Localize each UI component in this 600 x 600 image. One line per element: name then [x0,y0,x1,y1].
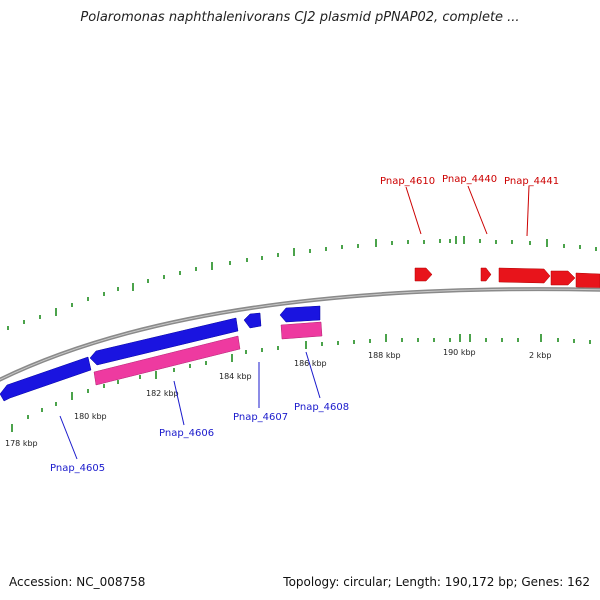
tick-label: 190 kbp [443,348,476,357]
tick-labels: 178 kbp 180 kbp 182 kbp 184 kbp 186 kbp … [5,348,551,448]
gene-arrow-pnap-4607[interactable] [243,312,262,329]
gene-labels: Pnap_4610 Pnap_4440 Pnap_4441 Pnap_4605 … [50,174,559,474]
tick-label: 186 kbp [294,359,327,368]
rna-feature-b[interactable] [280,321,323,340]
gene-arrow-forward-b[interactable] [575,272,600,290]
reverse-strand-genes [0,305,321,402]
tick-label: 188 kbp [368,351,401,360]
gene-label-pnap-4610[interactable]: Pnap_4610 [380,176,435,187]
gene-label-pnap-4606[interactable]: Pnap_4606 [159,428,214,439]
gene-arrow-pnap-4610[interactable] [414,267,433,282]
map-title: Polaromonas naphthalenivorans CJ2 plasmi… [80,10,520,25]
topology-summary: Topology: circular; Length: 190,172 bp; … [283,575,590,589]
tick-label: 180 kbp [74,412,107,421]
rna-feature-track [93,321,323,386]
gene-label-pnap-4441[interactable]: Pnap_4441 [504,176,559,187]
rna-feature-a[interactable] [93,335,241,386]
gene-label-pnap-4440[interactable]: Pnap_4440 [442,174,497,185]
leader-lines [59,185,530,460]
tick-label: 178 kbp [5,439,38,448]
tick-label: 2 kbp [529,351,551,360]
gene-label-pnap-4608[interactable]: Pnap_4608 [294,402,349,413]
tick-label: 182 kbp [146,389,179,398]
gene-arrow-pnap-4608[interactable] [279,305,321,323]
accession-label: Accession: NC_008758 [9,575,146,589]
gene-label-pnap-4607[interactable]: Pnap_4607 [233,412,288,423]
gene-label-pnap-4605[interactable]: Pnap_4605 [50,463,105,474]
forward-strand-genes [414,267,600,290]
inner-tick-ring [11,334,591,432]
gene-arrow-pnap-4605[interactable] [0,356,92,402]
tick-label: 184 kbp [219,372,252,381]
gene-arrow-forward-a[interactable] [550,270,576,286]
gene-arrow-pnap-4606[interactable] [89,317,239,366]
outer-tick-ring [7,236,597,330]
gene-arrow-pnap-4440[interactable] [480,267,492,282]
gene-arrow-pnap-4441[interactable] [498,267,551,284]
